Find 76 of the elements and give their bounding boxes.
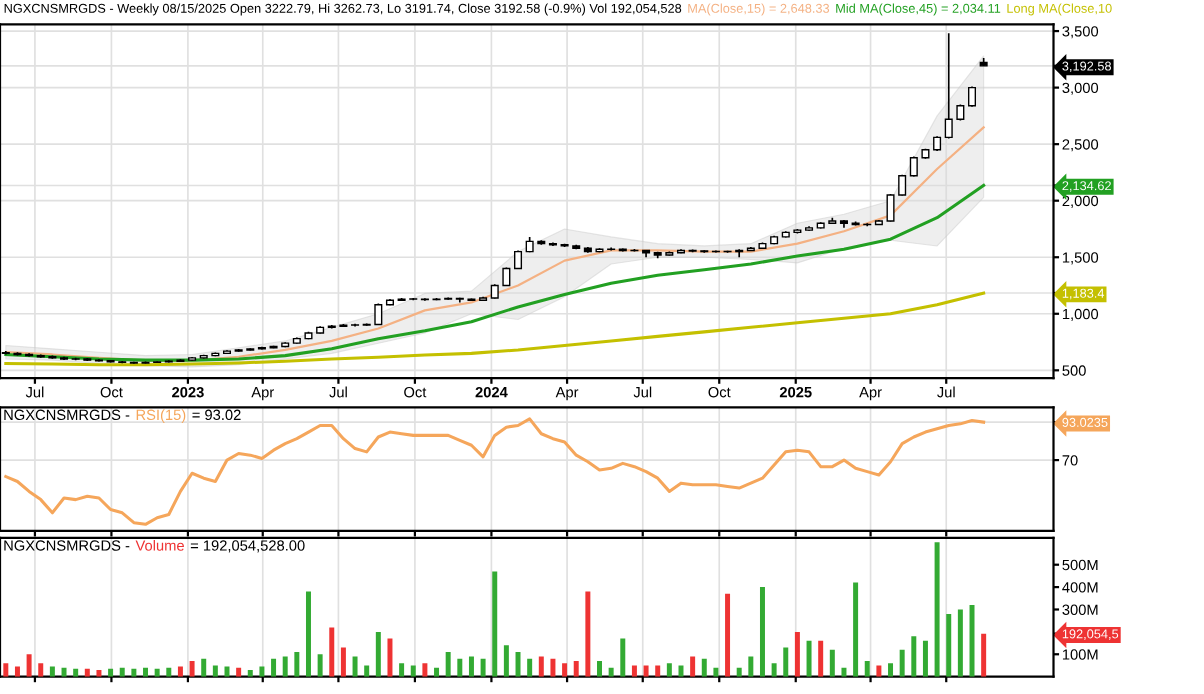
bar <box>375 631 381 677</box>
bar <box>305 591 311 677</box>
bar <box>480 658 486 677</box>
bar <box>399 663 405 677</box>
bar <box>387 638 393 677</box>
bar <box>201 658 207 677</box>
bar <box>573 660 579 677</box>
bar <box>410 665 416 677</box>
bar <box>829 649 835 677</box>
bar <box>352 656 358 677</box>
bar <box>154 668 160 677</box>
bar <box>666 663 672 677</box>
bar <box>911 636 917 677</box>
bar <box>317 654 323 677</box>
bar <box>783 647 789 677</box>
candlestick <box>967 85 977 108</box>
bar <box>49 666 55 677</box>
bar <box>422 663 428 677</box>
bar <box>282 656 288 677</box>
bar <box>14 666 20 677</box>
bar <box>759 587 765 677</box>
bar <box>364 665 370 677</box>
bar <box>3 663 9 677</box>
bar <box>701 658 707 677</box>
bar <box>294 652 300 677</box>
bar <box>212 665 218 677</box>
bar <box>468 656 474 677</box>
bar <box>853 582 859 677</box>
bar <box>818 640 824 677</box>
line-series <box>4 291 986 367</box>
bar <box>620 638 626 677</box>
line-series <box>4 183 986 362</box>
bar <box>748 656 754 677</box>
bar <box>38 663 44 677</box>
bar <box>969 605 975 677</box>
bar <box>445 652 451 677</box>
bar <box>922 640 928 677</box>
bar <box>73 668 79 677</box>
bar <box>643 665 649 677</box>
bar <box>108 668 114 677</box>
bar <box>84 668 90 677</box>
bar <box>806 640 812 677</box>
bar <box>725 593 731 677</box>
bar <box>678 665 684 677</box>
bar <box>538 656 544 677</box>
bar <box>631 665 637 677</box>
bar <box>934 542 940 677</box>
bar <box>550 658 556 677</box>
bar <box>899 649 905 677</box>
bar <box>690 656 696 677</box>
bar <box>26 654 32 677</box>
bar <box>876 665 882 677</box>
bar <box>562 663 568 677</box>
bar <box>864 660 870 677</box>
bar <box>492 571 498 677</box>
bar <box>177 666 183 677</box>
bar <box>981 633 987 677</box>
bar <box>888 663 894 677</box>
bar <box>527 658 533 677</box>
bar <box>340 647 346 677</box>
bar <box>271 658 277 677</box>
bar <box>503 645 509 677</box>
bar <box>957 609 963 677</box>
bar <box>259 666 265 677</box>
line-series <box>4 126 985 362</box>
bar <box>131 668 137 677</box>
bar <box>329 627 335 677</box>
bar <box>457 658 463 677</box>
bar <box>189 660 195 677</box>
bar <box>946 613 952 677</box>
bar <box>585 591 591 677</box>
bar <box>794 631 800 677</box>
bar <box>597 660 602 677</box>
bar <box>771 663 777 677</box>
bar <box>655 665 661 677</box>
bar <box>515 652 521 677</box>
